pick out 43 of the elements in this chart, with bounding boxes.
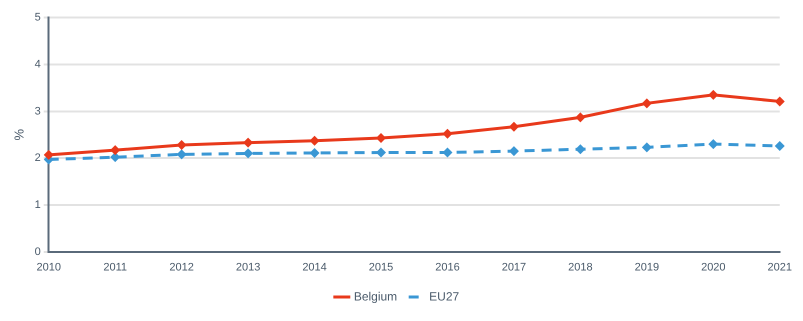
y-tick-label: 1	[34, 198, 41, 211]
x-tick-label: 2017	[502, 261, 526, 274]
x-tick-label: 2015	[368, 261, 394, 274]
point	[508, 122, 519, 132]
point	[708, 90, 718, 100]
point	[243, 138, 254, 148]
point	[310, 136, 320, 146]
x-tick-label: 2020	[701, 261, 726, 274]
y-tick-label: 4	[34, 58, 41, 70]
point	[44, 150, 54, 160]
point	[708, 139, 718, 150]
x-tick-label: 2013	[236, 261, 260, 274]
point	[575, 144, 586, 154]
point	[310, 148, 320, 158]
y-tick-label: 3	[34, 105, 41, 118]
point	[110, 152, 120, 162]
y-tick-label: 5	[34, 12, 41, 24]
y-tick-label: 2	[34, 152, 41, 164]
point	[508, 146, 519, 156]
legend-label: Belgium	[354, 289, 398, 304]
point	[110, 145, 120, 156]
x-tick-label: 2011	[103, 261, 128, 274]
x-tick-label: 2010	[36, 261, 61, 274]
y-tick-label: 0	[34, 246, 41, 258]
point	[376, 132, 386, 143]
point	[243, 148, 254, 158]
y-axis-title: %	[11, 128, 26, 140]
x-tick-label: 2021	[768, 261, 792, 274]
x-tick-label: 2012	[169, 261, 194, 274]
x-tick-label: 2016	[435, 261, 460, 274]
point	[176, 140, 187, 150]
x-tick-label: 2019	[634, 261, 660, 274]
point	[176, 149, 187, 160]
legend-label: EU27	[429, 289, 460, 304]
point	[642, 98, 652, 108]
point	[774, 140, 785, 151]
point	[442, 128, 452, 139]
point	[774, 96, 785, 106]
x-tick-label: 2018	[568, 261, 593, 274]
x-tick-label: 2014	[302, 261, 327, 274]
point	[376, 148, 386, 158]
point	[575, 112, 586, 122]
point	[642, 142, 652, 152]
